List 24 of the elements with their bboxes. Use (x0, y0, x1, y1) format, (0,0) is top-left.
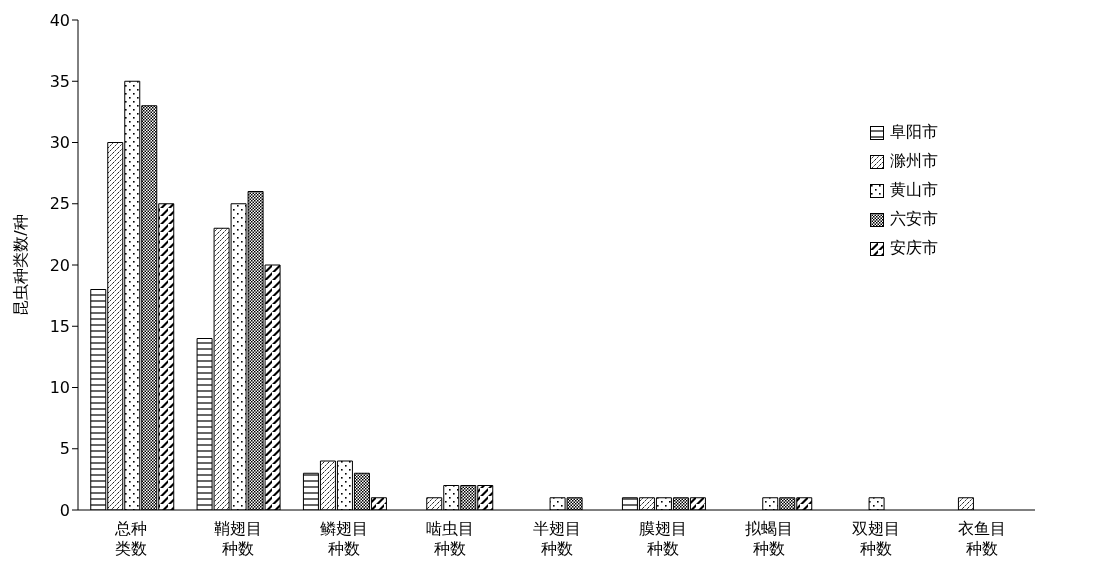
y-tick-label: 30 (49, 133, 70, 153)
y-tick-label: 0 (59, 500, 70, 520)
x-tick-label: 啮虫目种数 (426, 519, 475, 558)
legend-label: 黄山市 (890, 180, 938, 201)
y-tick-label: 15 (49, 316, 70, 336)
legend-label: 滁州市 (890, 151, 938, 172)
x-tick-label: 半翅目种数 (532, 519, 581, 558)
y-tick-label: 10 (49, 378, 70, 398)
y-tick-label: 40 (49, 10, 70, 30)
x-tick-label: 衣鱼目种数 (957, 519, 1006, 558)
x-tick-label: 总种类数 (114, 519, 148, 558)
legend-label: 阜阳市 (890, 122, 938, 143)
y-tick-label: 25 (49, 194, 70, 214)
y-tick-label: 20 (49, 255, 70, 275)
x-tick-label: 鞘翅目种数 (213, 519, 262, 558)
y-tick-label: 35 (49, 71, 70, 91)
legend-label: 安庆市 (890, 238, 938, 259)
x-tick-label: 拟蝎目种数 (745, 519, 794, 558)
y-tick-label: 5 (59, 439, 70, 459)
y-axis-title: 昆虫种类数/种 (10, 214, 30, 316)
x-tick-label: 膜翅目种数 (638, 519, 687, 558)
x-tick-label: 鳞翅目种数 (319, 519, 368, 558)
x-tick-label: 双翅目种数 (851, 519, 900, 558)
legend-label: 六安市 (890, 209, 938, 230)
